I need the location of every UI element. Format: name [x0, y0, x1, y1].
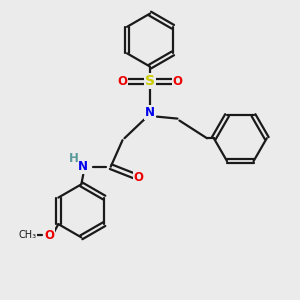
- Text: N: N: [78, 160, 88, 173]
- Text: N: N: [145, 106, 155, 119]
- Text: O: O: [44, 229, 54, 242]
- Text: O: O: [172, 75, 182, 88]
- Text: O: O: [133, 171, 143, 184]
- Text: S: S: [145, 74, 155, 88]
- Text: CH₃: CH₃: [18, 230, 36, 240]
- Text: O: O: [118, 75, 128, 88]
- Text: H: H: [68, 152, 78, 165]
